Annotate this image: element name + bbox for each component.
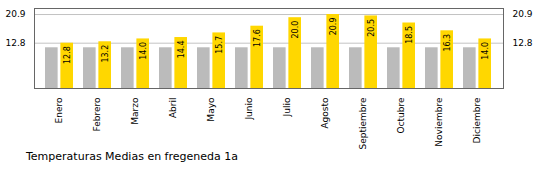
svg-text:Diciembre: Diciembre [472, 97, 482, 143]
svg-text:Agosto: Agosto [320, 97, 330, 129]
svg-text:12.8: 12.8 [63, 46, 72, 64]
svg-text:20.9: 20.9 [329, 18, 338, 36]
svg-text:20.9: 20.9 [513, 9, 533, 19]
svg-text:20.5: 20.5 [367, 19, 376, 37]
html-text:Temperaturas Medias en fregene: Temperaturas Medias en fregeneda 1a [26, 150, 238, 163]
svg-text:14.4: 14.4 [177, 41, 186, 59]
svg-text:Septiembre: Septiembre [358, 97, 368, 150]
svg-text:Abril: Abril [168, 98, 178, 119]
svg-text:Octubre: Octubre [396, 97, 406, 133]
svg-text:Marzo: Marzo [130, 97, 140, 125]
svg-text:20.0: 20.0 [291, 21, 300, 39]
svg-text:14.0: 14.0 [139, 42, 148, 60]
svg-text:14.0: 14.0 [481, 42, 490, 60]
svg-text:Mayo: Mayo [206, 97, 216, 122]
svg-text:20.9: 20.9 [5, 9, 25, 19]
svg-text:12.8: 12.8 [5, 38, 25, 48]
svg-text:13.2: 13.2 [101, 45, 110, 63]
svg-text:17.6: 17.6 [253, 29, 262, 47]
svg-text:Enero: Enero [54, 97, 64, 123]
svg-text:Febrero: Febrero [92, 97, 102, 131]
svg-text:12.8: 12.8 [513, 38, 533, 48]
svg-text:Noviembre: Noviembre [434, 97, 444, 147]
svg-text:Junio: Junio [244, 97, 254, 121]
svg-text:16.3: 16.3 [443, 34, 452, 52]
svg-text:Julio: Julio [282, 97, 292, 117]
svg-text:15.7: 15.7 [215, 36, 224, 54]
svg-text:18.5: 18.5 [405, 26, 414, 44]
